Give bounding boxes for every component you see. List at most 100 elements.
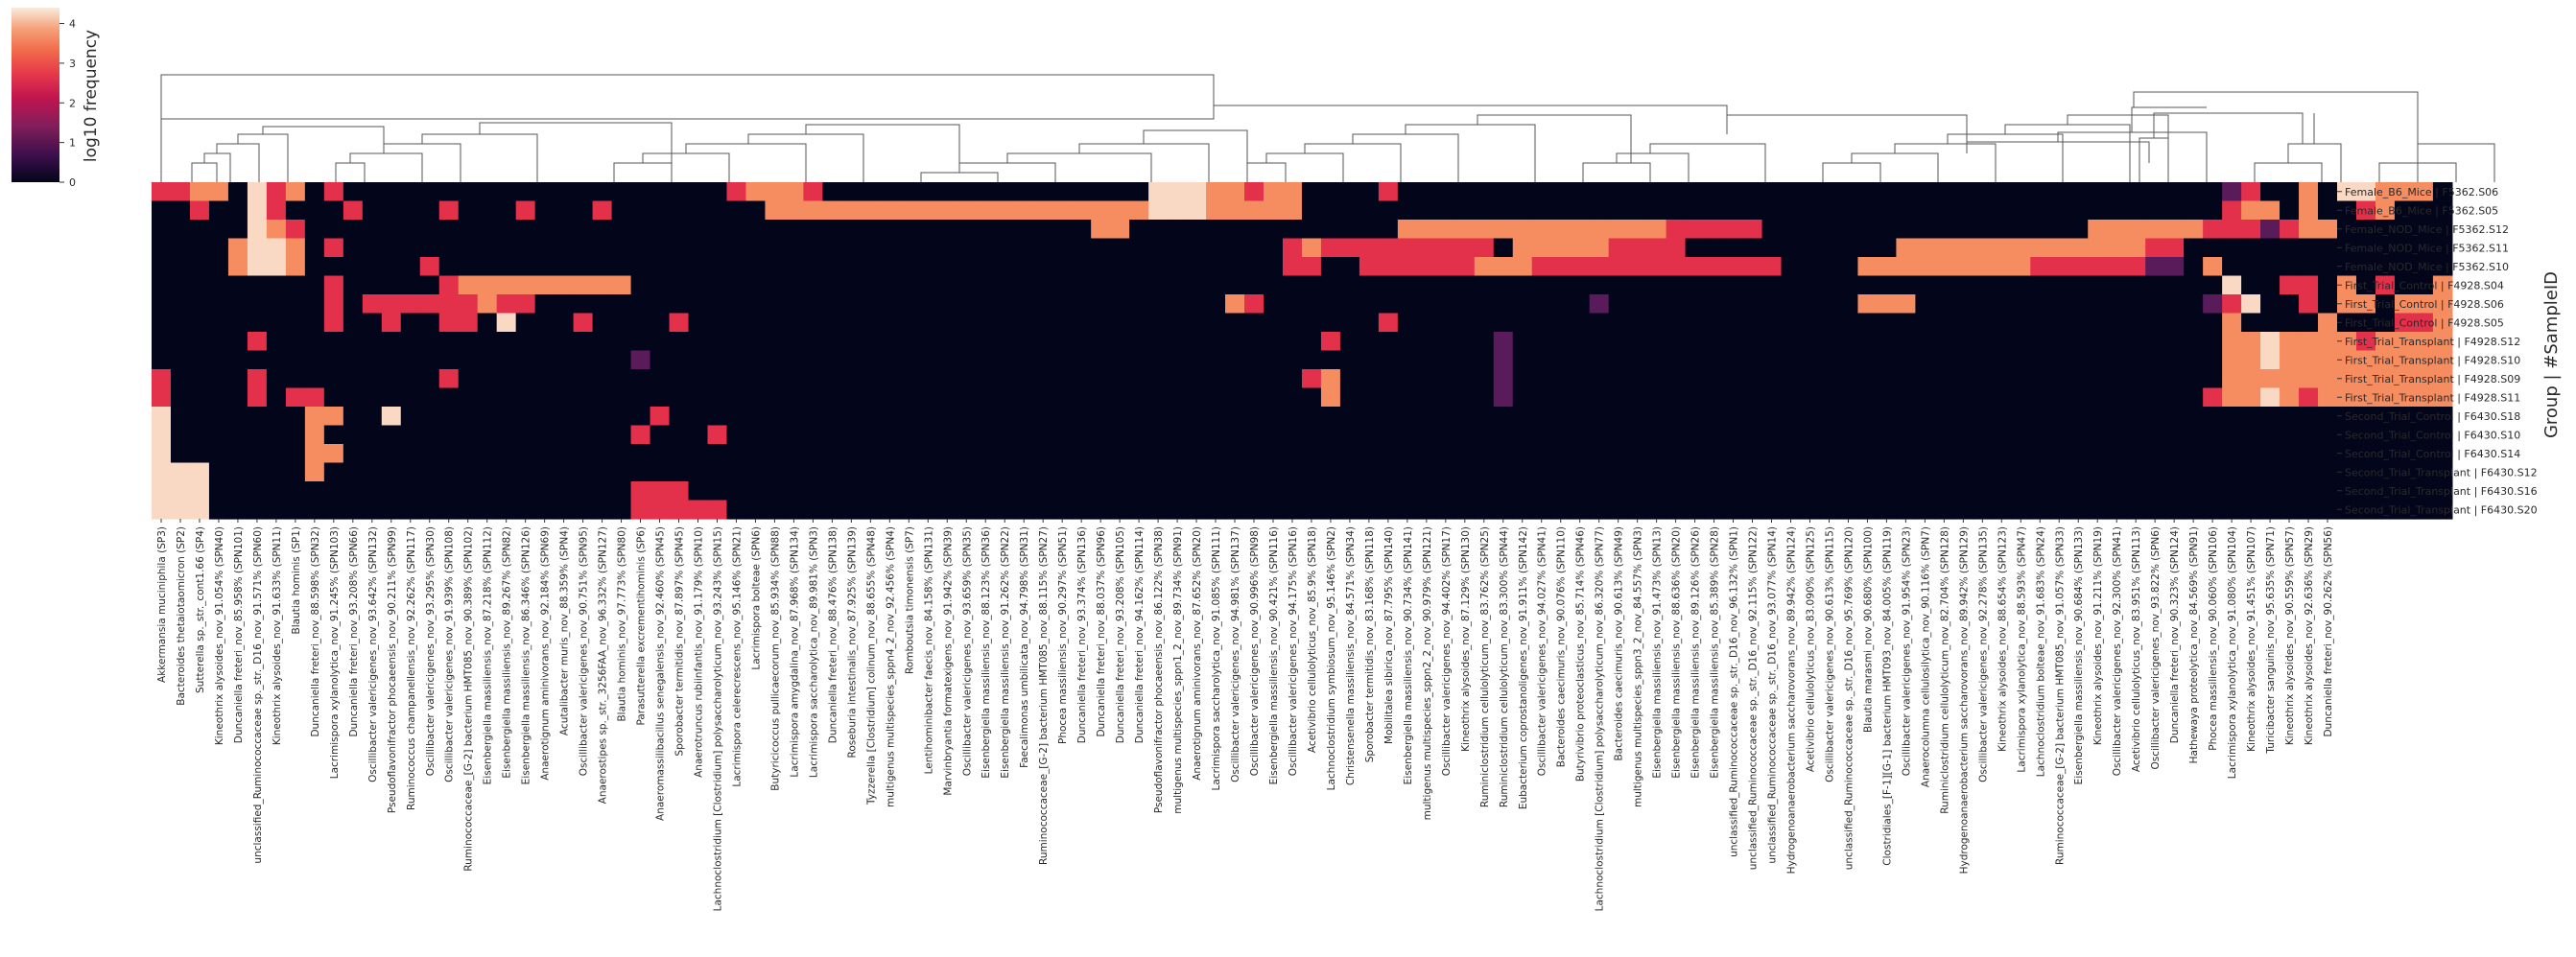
heatmap-cell: [2164, 275, 2185, 295]
heatmap-cell: [1838, 294, 1859, 315]
heatmap-cell: [152, 275, 172, 295]
heatmap-cell: [1512, 200, 1533, 221]
heatmap-cell: [2394, 387, 2415, 408]
heatmap-cell: [1800, 350, 1821, 370]
column-label: Anaerotruncus rubiinfantis_nov_91.179% (…: [694, 526, 705, 778]
heatmap-cell: [2375, 257, 2396, 277]
heatmap-cell: [477, 500, 498, 520]
heatmap-cell: [2145, 332, 2165, 352]
heatmap-cell: [822, 182, 842, 202]
heatmap-cell: [2375, 407, 2396, 427]
heatmap-cell: [1072, 462, 1092, 482]
heatmap-cell: [458, 182, 479, 202]
heatmap-cell: [745, 369, 767, 389]
heatmap-cell: [1493, 238, 1514, 258]
heatmap-cell: [899, 257, 919, 277]
heatmap-cell: [1397, 369, 1418, 389]
heatmap-cell: [1052, 182, 1073, 202]
heatmap-cell: [1838, 444, 1859, 464]
heatmap-cell: [304, 200, 325, 221]
heatmap-cell: [247, 500, 268, 520]
heatmap-cell: [2145, 444, 2165, 464]
heatmap-cell: [1915, 369, 1935, 389]
heatmap-cell: [2280, 200, 2300, 221]
heatmap-cell: [803, 294, 823, 315]
heatmap-cell: [1454, 481, 1476, 502]
heatmap-cell: [170, 275, 191, 295]
heatmap-cell: [1263, 425, 1284, 445]
heatmap-cell: [1685, 313, 1706, 333]
heatmap-cell: [515, 481, 536, 502]
heatmap-cell: [534, 387, 555, 408]
heatmap-cell: [1761, 182, 1783, 202]
heatmap-cell: [669, 200, 690, 221]
heatmap-cell: [1723, 481, 1744, 502]
heatmap-cell: [841, 462, 862, 482]
heatmap-cell: [1742, 257, 1763, 277]
heatmap-cell: [611, 200, 632, 221]
heatmap-cell: [1014, 407, 1034, 427]
heatmap-cell: [1206, 200, 1226, 221]
heatmap-cell: [1819, 200, 1840, 221]
heatmap-cell: [1781, 407, 1802, 427]
heatmap-cell: [2164, 182, 2185, 202]
heatmap-cell: [841, 481, 862, 502]
heatmap-cell: [1550, 238, 1572, 258]
heatmap-cell: [1857, 350, 1879, 370]
heatmap-cell: [803, 313, 823, 333]
heatmap-cell: [2299, 481, 2319, 502]
column-label: multigenus multispecies_sppn3_2_nov_84.5…: [1633, 526, 1644, 807]
heatmap-cell: [1033, 313, 1053, 333]
column-label: Phocea massiliensis_nov_90.297% (SPN51): [1057, 526, 1069, 744]
heatmap-cell: [1397, 350, 1418, 370]
column-label: Duncaniella freteri_nov_93.374% (SPN136): [1076, 526, 1088, 743]
heatmap-cell: [784, 275, 804, 295]
heatmap-cell: [1493, 462, 1514, 482]
heatmap-cell: [861, 462, 881, 482]
heatmap-cell: [937, 369, 957, 389]
heatmap-cell: [400, 220, 421, 240]
heatmap-cell: [2241, 462, 2261, 482]
heatmap-cell: [2337, 332, 2357, 352]
heatmap-cell: [1168, 313, 1188, 333]
heatmap-cell: [1397, 332, 1418, 352]
heatmap-cell: [2318, 238, 2338, 258]
heatmap-cell: [1474, 294, 1495, 315]
heatmap-cell: [2355, 462, 2376, 482]
heatmap-cell: [650, 481, 671, 502]
heatmap-cell: [1973, 500, 1993, 520]
heatmap-cell: [152, 182, 172, 202]
heatmap-cell: [1378, 369, 1399, 389]
column-label: Oscillibacter valericigenes_nov_90.996% …: [1249, 526, 1261, 776]
heatmap-cell: [1091, 481, 1111, 502]
heatmap-cell: [1781, 294, 1802, 315]
heatmap-cell: [266, 425, 287, 445]
heatmap-cell: [381, 481, 402, 502]
heatmap-cell: [995, 500, 1015, 520]
heatmap-cell: [611, 238, 632, 258]
heatmap-cell: [630, 481, 651, 502]
heatmap-cell: [266, 294, 287, 315]
heatmap-cell: [227, 220, 248, 240]
heatmap-cell: [152, 200, 172, 221]
heatmap-cell: [227, 481, 248, 502]
heatmap-cell: [1110, 257, 1130, 277]
heatmap-cell: [1550, 407, 1572, 427]
heatmap-cell: [1206, 462, 1226, 482]
heatmap-cell: [1339, 425, 1360, 445]
heatmap-cell: [1339, 220, 1360, 240]
heatmap-cell: [1973, 238, 1993, 258]
heatmap-cell: [189, 238, 210, 258]
heatmap-cell: [2355, 313, 2376, 333]
heatmap-cell: [1512, 425, 1533, 445]
heatmap-cell: [1550, 500, 1572, 520]
heatmap-cell: [1838, 407, 1859, 427]
heatmap-cell: [1704, 257, 1725, 277]
heatmap-cell: [1819, 387, 1840, 408]
heatmap-cell: [2222, 369, 2242, 389]
heatmap-cell: [2222, 332, 2242, 352]
heatmap-cell: [1072, 275, 1092, 295]
heatmap-cell: [1666, 182, 1687, 202]
heatmap-cell: [1014, 481, 1034, 502]
heatmap-cell: [1973, 294, 1993, 315]
